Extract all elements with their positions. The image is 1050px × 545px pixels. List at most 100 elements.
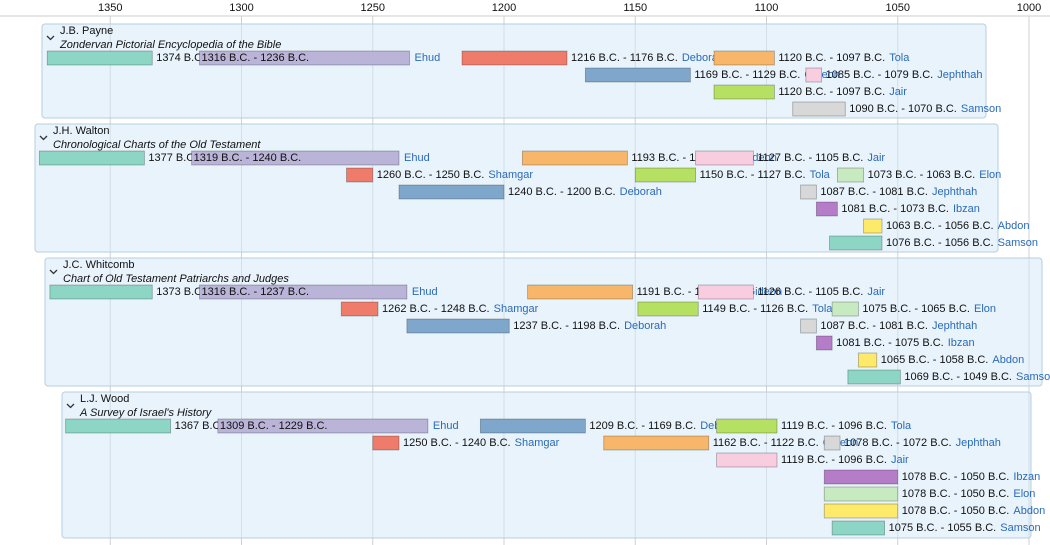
event-bar[interactable] [199, 284, 408, 300]
event-bar[interactable] [521, 150, 628, 166]
event-bar[interactable] [49, 284, 153, 300]
judge-name[interactable]: Jair [867, 152, 885, 164]
judge-name[interactable]: Abdon [992, 354, 1024, 366]
judge-name[interactable]: Abdon [1013, 505, 1045, 517]
event-bar[interactable] [346, 167, 374, 183]
event-bar[interactable] [38, 150, 145, 166]
collapse-toggle[interactable] [49, 269, 58, 275]
date-label: 1119 B.C. - 1096 B.C. [781, 454, 887, 466]
event-bar[interactable] [713, 50, 775, 66]
judge-name[interactable]: Jephthah [956, 437, 1001, 449]
event-bar[interactable] [372, 435, 400, 451]
judge-name[interactable]: Jair [889, 86, 907, 98]
judge-name[interactable]: Samson [961, 103, 1001, 115]
event-bar[interactable] [398, 184, 505, 200]
event-bar[interactable] [863, 218, 883, 234]
x-tick-label: 1100 [755, 2, 779, 14]
date-label: 1075 B.C. - 1055 B.C. [889, 522, 997, 534]
event-bar[interactable] [716, 418, 778, 434]
event-bar[interactable] [716, 452, 778, 468]
event-bar[interactable] [199, 50, 410, 66]
judge-name[interactable]: Deborah [682, 52, 724, 64]
judge-name[interactable]: Jephthah [937, 69, 982, 81]
judge-name[interactable]: Deborah [620, 186, 662, 198]
judge-name[interactable]: Tola [812, 303, 833, 315]
event-bar[interactable] [461, 50, 568, 66]
judge-name[interactable]: Ehud [433, 420, 459, 432]
judge-name[interactable]: Ehud [415, 52, 441, 64]
judge-name[interactable]: Elon [1013, 488, 1035, 500]
judge-name[interactable]: Ibzan [948, 337, 975, 349]
event-bar[interactable] [857, 352, 878, 368]
judge-name[interactable]: Jair [867, 286, 885, 298]
judge-name[interactable]: Ehud [412, 286, 438, 298]
event-bar[interactable] [823, 486, 899, 502]
collapse-toggle[interactable] [46, 35, 55, 41]
judge-name[interactable]: Tola [810, 169, 831, 181]
judge-name[interactable]: Ehud [404, 152, 430, 164]
judge-name[interactable]: Ibzan [953, 203, 980, 215]
event-bar[interactable] [340, 301, 379, 317]
date-label: 1078 B.C. - 1050 B.C. [902, 505, 1010, 517]
judge-name[interactable]: Samson [1000, 522, 1040, 534]
event-bar[interactable] [695, 150, 754, 166]
event-bar[interactable] [823, 503, 899, 519]
event-bar[interactable] [217, 418, 429, 434]
judge-name[interactable]: Shamgar [494, 303, 539, 315]
x-tick-label: 1350 [98, 2, 122, 14]
judge-name[interactable]: Samson [998, 237, 1038, 249]
event-bar[interactable] [823, 469, 899, 485]
date-label: 1120 B.C. - 1097 B.C. [778, 52, 885, 64]
x-tick-label: 1200 [492, 2, 516, 14]
judge-name[interactable]: Jephthah [932, 186, 977, 198]
judge-name[interactable]: Ibzan [1013, 471, 1040, 483]
event-bar[interactable] [697, 284, 754, 300]
event-bar[interactable] [637, 301, 699, 317]
judge-name[interactable]: Shamgar [488, 169, 533, 181]
event-bar[interactable] [836, 167, 865, 183]
group-author: J.H. Walton [53, 125, 109, 137]
event-bar[interactable] [634, 167, 697, 183]
event-bar[interactable] [479, 418, 586, 434]
event-bar[interactable] [603, 435, 710, 451]
event-bar[interactable] [800, 184, 817, 200]
judge-name[interactable]: Jephthah [932, 320, 977, 332]
judge-name[interactable]: Tola [889, 52, 910, 64]
event-bar[interactable] [800, 318, 817, 334]
event-bar[interactable] [713, 84, 775, 100]
judge-name[interactable]: Elon [979, 169, 1001, 181]
event-bar[interactable] [792, 101, 846, 117]
event-bar[interactable] [584, 67, 691, 83]
judge-name[interactable]: Deborah [624, 320, 666, 332]
event-bar[interactable] [847, 369, 901, 385]
judge-name[interactable]: Abdon [998, 220, 1030, 232]
group-book: Chronological Charts of the Old Testamen… [53, 139, 261, 151]
date-label: 1063 B.C. - 1056 B.C. [886, 220, 994, 232]
event-bar[interactable] [815, 335, 833, 351]
event-bar[interactable] [815, 201, 838, 217]
x-tick-label: 1300 [229, 2, 253, 14]
collapse-toggle[interactable] [39, 135, 48, 141]
date-label: 1119 B.C. - 1096 B.C. [781, 420, 887, 432]
judge-name[interactable]: Elon [974, 303, 996, 315]
group-author: J.B. Payne [60, 25, 113, 37]
event-bar[interactable] [65, 418, 172, 434]
x-tick-label: 1150 [623, 2, 647, 14]
judge-name[interactable]: Shamgar [515, 437, 560, 449]
judge-name[interactable]: Samson [1016, 371, 1050, 383]
event-bar[interactable] [831, 520, 886, 536]
event-bar[interactable] [406, 318, 510, 334]
judge-name[interactable]: Tola [891, 420, 912, 432]
judge-name[interactable]: Gideon [747, 286, 782, 298]
event-bar[interactable] [823, 435, 841, 451]
event-bar[interactable] [805, 67, 823, 83]
event-bar[interactable] [831, 301, 859, 317]
event-bar[interactable] [46, 50, 153, 66]
event-bar[interactable] [191, 150, 400, 166]
group-book: A Survey of Israel's History [79, 407, 213, 419]
collapse-toggle[interactable] [66, 403, 75, 409]
event-bar[interactable] [527, 284, 634, 300]
judge-name[interactable]: Jair [891, 454, 909, 466]
event-bar[interactable] [829, 235, 883, 251]
